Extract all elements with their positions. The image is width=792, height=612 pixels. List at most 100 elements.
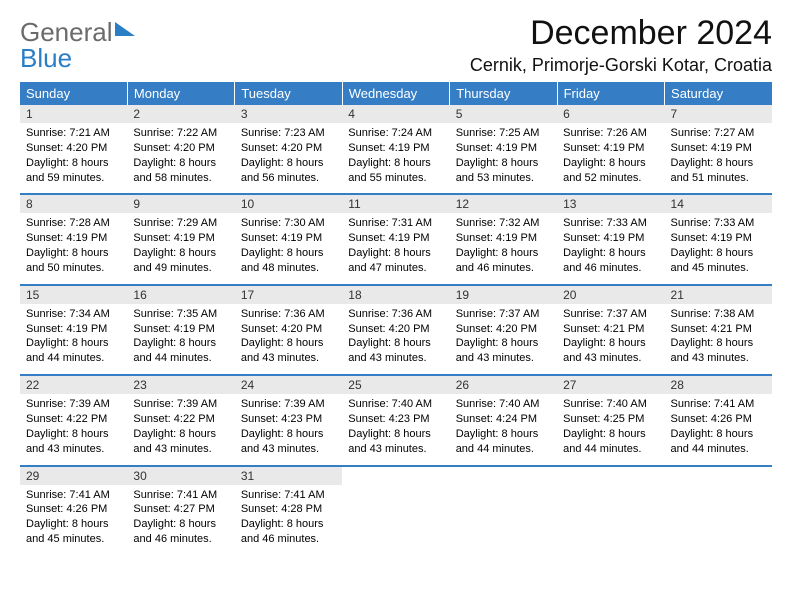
location-text: Cernik, Primorje-Gorski Kotar, Croatia: [470, 55, 772, 76]
day-cell: 2Sunrise: 7:22 AMSunset: 4:20 PMDaylight…: [127, 105, 234, 194]
day-cell: 28Sunrise: 7:41 AMSunset: 4:26 PMDayligh…: [665, 375, 772, 465]
day-info: Sunrise: 7:40 AMSunset: 4:25 PMDaylight:…: [557, 394, 664, 464]
day-number: 21: [665, 286, 772, 304]
day-cell: 16Sunrise: 7:35 AMSunset: 4:19 PMDayligh…: [127, 285, 234, 375]
day-info: Sunrise: 7:37 AMSunset: 4:21 PMDaylight:…: [557, 304, 664, 374]
day-cell: 17Sunrise: 7:36 AMSunset: 4:20 PMDayligh…: [235, 285, 342, 375]
day-info: Sunrise: 7:30 AMSunset: 4:19 PMDaylight:…: [235, 213, 342, 283]
empty-cell: [342, 466, 449, 555]
day-cell: 15Sunrise: 7:34 AMSunset: 4:19 PMDayligh…: [20, 285, 127, 375]
title-block: December 2024 Cernik, Primorje-Gorski Ko…: [470, 14, 772, 76]
day-info: Sunrise: 7:33 AMSunset: 4:19 PMDaylight:…: [665, 213, 772, 283]
day-cell: 23Sunrise: 7:39 AMSunset: 4:22 PMDayligh…: [127, 375, 234, 465]
day-number: 13: [557, 195, 664, 213]
day-number: 19: [450, 286, 557, 304]
day-info: Sunrise: 7:23 AMSunset: 4:20 PMDaylight:…: [235, 123, 342, 193]
day-info: Sunrise: 7:21 AMSunset: 4:20 PMDaylight:…: [20, 123, 127, 193]
day-number: 5: [450, 105, 557, 123]
day-cell: 9Sunrise: 7:29 AMSunset: 4:19 PMDaylight…: [127, 194, 234, 284]
day-cell: 22Sunrise: 7:39 AMSunset: 4:22 PMDayligh…: [20, 375, 127, 465]
day-info: Sunrise: 7:27 AMSunset: 4:19 PMDaylight:…: [665, 123, 772, 193]
day-number: 27: [557, 376, 664, 394]
brand-triangle-icon: [115, 22, 135, 36]
day-number: 12: [450, 195, 557, 213]
day-number: 31: [235, 467, 342, 485]
day-cell: 25Sunrise: 7:40 AMSunset: 4:23 PMDayligh…: [342, 375, 449, 465]
calendar-week: 8Sunrise: 7:28 AMSunset: 4:19 PMDaylight…: [20, 194, 772, 284]
empty-cell: [665, 466, 772, 555]
day-cell: 29Sunrise: 7:41 AMSunset: 4:26 PMDayligh…: [20, 466, 127, 555]
day-number: 3: [235, 105, 342, 123]
calendar-week: 15Sunrise: 7:34 AMSunset: 4:19 PMDayligh…: [20, 285, 772, 375]
day-cell: 10Sunrise: 7:30 AMSunset: 4:19 PMDayligh…: [235, 194, 342, 284]
day-number: 10: [235, 195, 342, 213]
day-number: 7: [665, 105, 772, 123]
day-cell: 12Sunrise: 7:32 AMSunset: 4:19 PMDayligh…: [450, 194, 557, 284]
day-number: 23: [127, 376, 234, 394]
day-cell: 20Sunrise: 7:37 AMSunset: 4:21 PMDayligh…: [557, 285, 664, 375]
day-cell: 4Sunrise: 7:24 AMSunset: 4:19 PMDaylight…: [342, 105, 449, 194]
day-cell: 26Sunrise: 7:40 AMSunset: 4:24 PMDayligh…: [450, 375, 557, 465]
day-number: 17: [235, 286, 342, 304]
day-number: 11: [342, 195, 449, 213]
empty-cell: [557, 466, 664, 555]
day-cell: 19Sunrise: 7:37 AMSunset: 4:20 PMDayligh…: [450, 285, 557, 375]
dow-sunday: Sunday: [20, 82, 127, 105]
calendar-table: Sunday Monday Tuesday Wednesday Thursday…: [20, 82, 772, 555]
calendar-week: 22Sunrise: 7:39 AMSunset: 4:22 PMDayligh…: [20, 375, 772, 465]
day-number: 1: [20, 105, 127, 123]
day-info: Sunrise: 7:39 AMSunset: 4:22 PMDaylight:…: [20, 394, 127, 464]
brand-text: General Blue: [20, 20, 113, 72]
day-info: Sunrise: 7:38 AMSunset: 4:21 PMDaylight:…: [665, 304, 772, 374]
day-number: 29: [20, 467, 127, 485]
day-number: 16: [127, 286, 234, 304]
dow-friday: Friday: [557, 82, 664, 105]
day-info: Sunrise: 7:41 AMSunset: 4:26 PMDaylight:…: [665, 394, 772, 464]
day-cell: 31Sunrise: 7:41 AMSunset: 4:28 PMDayligh…: [235, 466, 342, 555]
day-number: 15: [20, 286, 127, 304]
day-number: 8: [20, 195, 127, 213]
day-number: 25: [342, 376, 449, 394]
calendar-body: 1Sunrise: 7:21 AMSunset: 4:20 PMDaylight…: [20, 105, 772, 555]
day-cell: 5Sunrise: 7:25 AMSunset: 4:19 PMDaylight…: [450, 105, 557, 194]
dow-row: Sunday Monday Tuesday Wednesday Thursday…: [20, 82, 772, 105]
calendar-week: 1Sunrise: 7:21 AMSunset: 4:20 PMDaylight…: [20, 105, 772, 194]
day-cell: 30Sunrise: 7:41 AMSunset: 4:27 PMDayligh…: [127, 466, 234, 555]
day-info: Sunrise: 7:39 AMSunset: 4:23 PMDaylight:…: [235, 394, 342, 464]
day-cell: 3Sunrise: 7:23 AMSunset: 4:20 PMDaylight…: [235, 105, 342, 194]
day-info: Sunrise: 7:29 AMSunset: 4:19 PMDaylight:…: [127, 213, 234, 283]
calendar-page: General Blue December 2024 Cernik, Primo…: [0, 0, 792, 569]
day-cell: 24Sunrise: 7:39 AMSunset: 4:23 PMDayligh…: [235, 375, 342, 465]
brand-name-2: Blue: [20, 43, 72, 73]
dow-wednesday: Wednesday: [342, 82, 449, 105]
day-number: 28: [665, 376, 772, 394]
day-cell: 13Sunrise: 7:33 AMSunset: 4:19 PMDayligh…: [557, 194, 664, 284]
day-cell: 14Sunrise: 7:33 AMSunset: 4:19 PMDayligh…: [665, 194, 772, 284]
day-cell: 8Sunrise: 7:28 AMSunset: 4:19 PMDaylight…: [20, 194, 127, 284]
empty-cell: [450, 466, 557, 555]
brand-logo: General Blue: [20, 14, 135, 72]
day-number: 14: [665, 195, 772, 213]
day-number: 30: [127, 467, 234, 485]
day-number: 20: [557, 286, 664, 304]
dow-tuesday: Tuesday: [235, 82, 342, 105]
day-cell: 6Sunrise: 7:26 AMSunset: 4:19 PMDaylight…: [557, 105, 664, 194]
day-cell: 27Sunrise: 7:40 AMSunset: 4:25 PMDayligh…: [557, 375, 664, 465]
day-info: Sunrise: 7:37 AMSunset: 4:20 PMDaylight:…: [450, 304, 557, 374]
day-info: Sunrise: 7:32 AMSunset: 4:19 PMDaylight:…: [450, 213, 557, 283]
day-cell: 1Sunrise: 7:21 AMSunset: 4:20 PMDaylight…: [20, 105, 127, 194]
day-info: Sunrise: 7:36 AMSunset: 4:20 PMDaylight:…: [235, 304, 342, 374]
day-cell: 21Sunrise: 7:38 AMSunset: 4:21 PMDayligh…: [665, 285, 772, 375]
header: General Blue December 2024 Cernik, Primo…: [20, 14, 772, 76]
day-number: 9: [127, 195, 234, 213]
day-info: Sunrise: 7:31 AMSunset: 4:19 PMDaylight:…: [342, 213, 449, 283]
day-info: Sunrise: 7:26 AMSunset: 4:19 PMDaylight:…: [557, 123, 664, 193]
day-info: Sunrise: 7:41 AMSunset: 4:26 PMDaylight:…: [20, 485, 127, 555]
day-cell: 18Sunrise: 7:36 AMSunset: 4:20 PMDayligh…: [342, 285, 449, 375]
day-info: Sunrise: 7:34 AMSunset: 4:19 PMDaylight:…: [20, 304, 127, 374]
day-cell: 11Sunrise: 7:31 AMSunset: 4:19 PMDayligh…: [342, 194, 449, 284]
day-number: 4: [342, 105, 449, 123]
day-info: Sunrise: 7:33 AMSunset: 4:19 PMDaylight:…: [557, 213, 664, 283]
day-info: Sunrise: 7:41 AMSunset: 4:28 PMDaylight:…: [235, 485, 342, 555]
day-number: 2: [127, 105, 234, 123]
